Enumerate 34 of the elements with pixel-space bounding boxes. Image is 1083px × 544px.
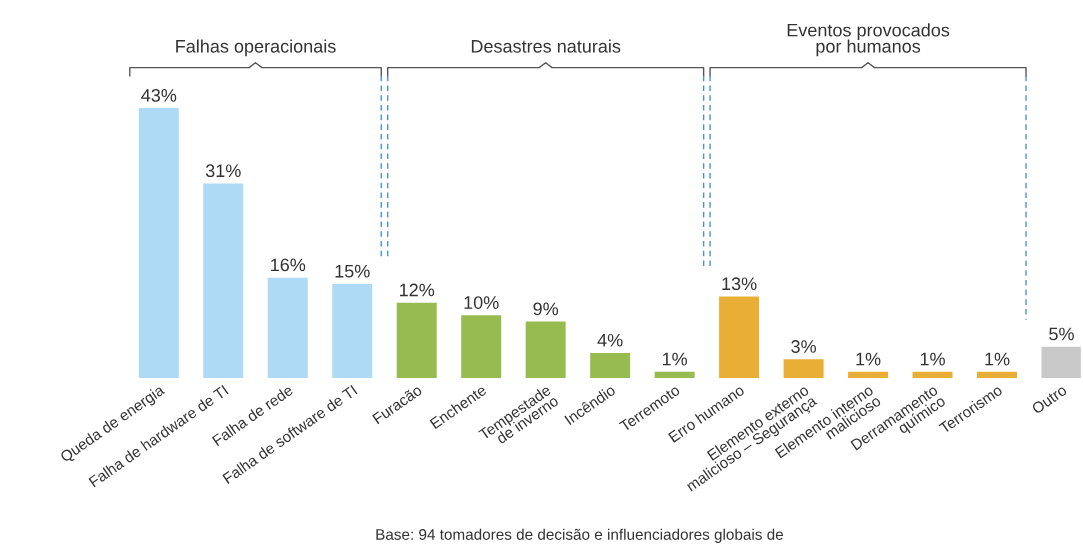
bar <box>203 183 244 379</box>
bar <box>590 352 631 379</box>
data-label: 15% <box>335 264 370 278</box>
bar <box>267 277 308 379</box>
bar <box>654 371 695 379</box>
data-label: 1% <box>985 352 1010 366</box>
bar <box>461 315 502 379</box>
bar <box>138 108 179 379</box>
bar <box>912 371 953 379</box>
text: Base: 94 tomadores de decisão e influenciadores globais de <box>376 528 783 543</box>
data-label: 12% <box>400 283 435 297</box>
bar <box>719 296 760 379</box>
bar <box>977 371 1017 379</box>
bar <box>1041 346 1081 379</box>
bar <box>848 371 889 379</box>
bar <box>396 302 437 379</box>
text: Falhas operacionais <box>176 39 336 57</box>
data-label: 31% <box>205 164 241 178</box>
data-label: 3% <box>791 340 816 353</box>
data-label: 13% <box>722 277 757 291</box>
data-label: 1% <box>662 352 688 366</box>
data-label: 4% <box>597 333 623 347</box>
text: Eventos provocados por humanos <box>787 23 950 57</box>
data-label: 1% <box>920 352 945 366</box>
bar <box>783 359 824 379</box>
bar <box>525 321 566 379</box>
data-label: 16% <box>271 258 306 272</box>
data-label: 10% <box>464 296 499 309</box>
bar <box>332 283 373 379</box>
data-label: 43% <box>141 88 177 102</box>
data-label: 9% <box>533 302 559 316</box>
data-label: 5% <box>1049 327 1074 341</box>
data-label: 1% <box>856 352 881 366</box>
text: Desastres naturais <box>471 39 621 53</box>
